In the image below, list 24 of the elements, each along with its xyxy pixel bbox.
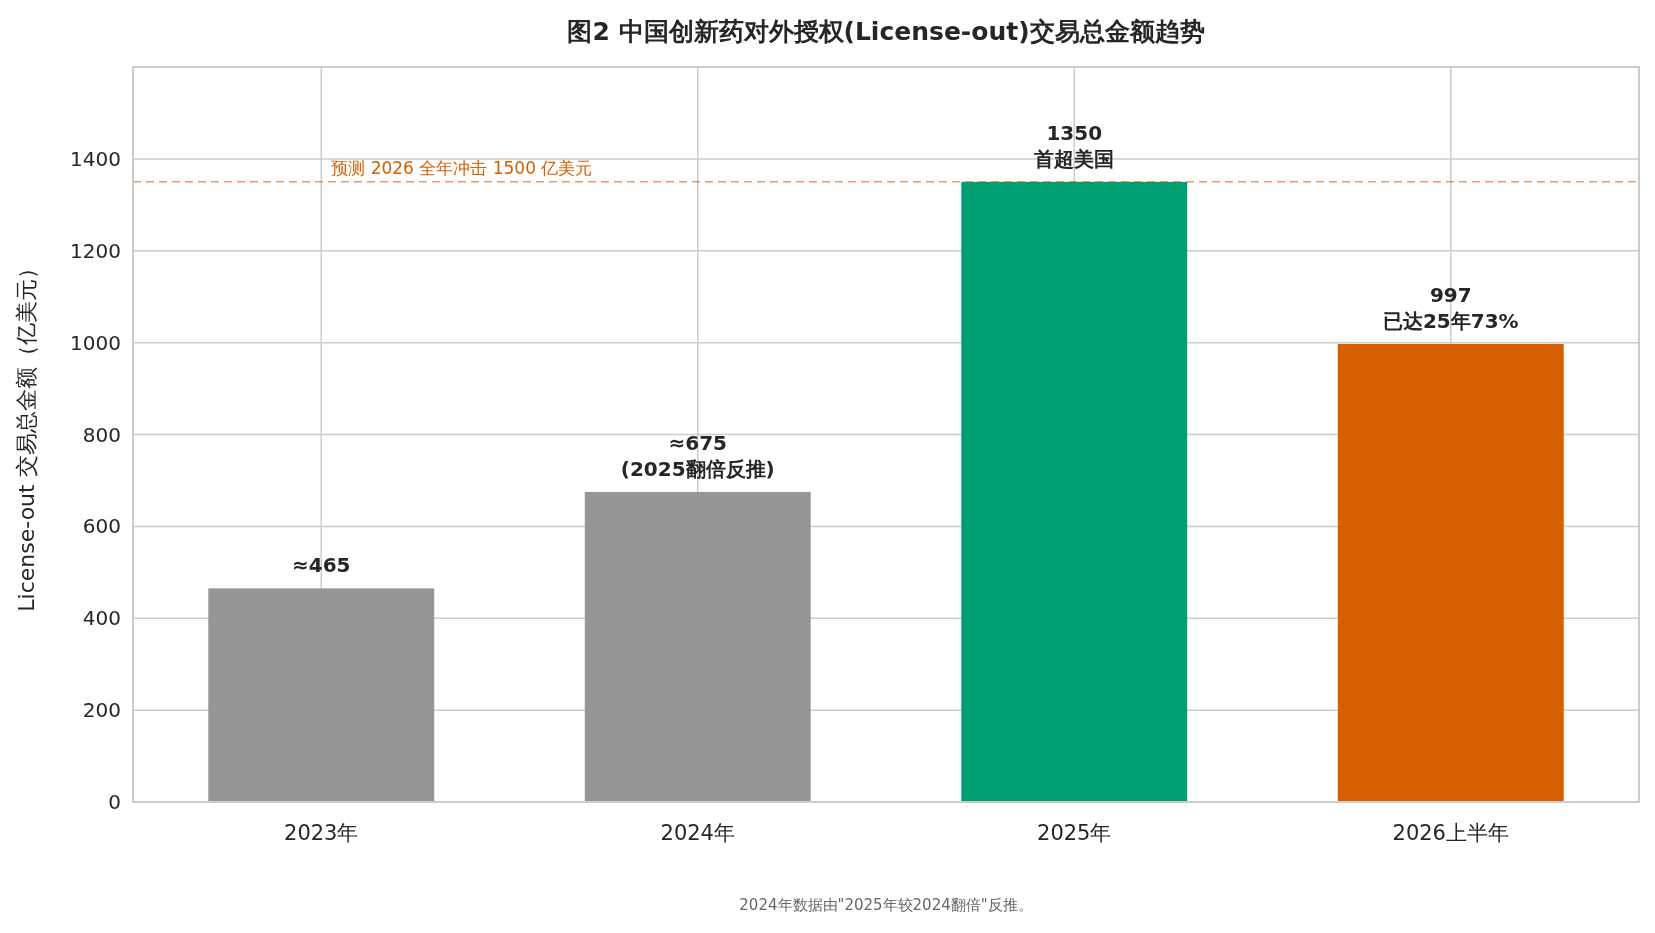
y-tick-label: 1200	[70, 238, 121, 263]
data-label: 997 已达25年73%	[1382, 283, 1519, 333]
x-tick-label: 2025年	[1037, 821, 1112, 845]
x-tick-label: 2026上半年	[1392, 821, 1509, 845]
data-label: ≈675 (2025翻倍反推)	[620, 430, 775, 481]
y-tick-label: 400	[82, 606, 121, 631]
text: 2024年数据由"2025年较2024翻倍"反推。	[739, 896, 1033, 914]
x-tick-label: 2024年	[660, 821, 735, 845]
y-tick-label: 800	[82, 422, 121, 447]
y-tick-label: 200	[82, 698, 121, 723]
y-tick-label: 1000	[70, 330, 121, 355]
bar	[1337, 344, 1564, 802]
x-tick-label: 2023年	[284, 821, 359, 845]
data-label: ≈465	[291, 553, 351, 578]
ref-line-label: 预测 2026 全年冲击 1500 亿美元	[331, 157, 593, 178]
y-tick-label: 600	[82, 514, 121, 539]
bar	[584, 491, 811, 802]
data-label: 1350 首超美国	[1033, 120, 1115, 171]
bar	[208, 588, 435, 802]
chart-title: 图2 中国创新药对外授权(License-out)交易总金额趋势	[567, 17, 1205, 46]
y-tick-label: 0	[108, 790, 121, 814]
y-tick-label: 1400	[70, 146, 121, 171]
bar	[961, 181, 1188, 802]
y-axis-title: License-out 交易总金额（亿美元）	[14, 257, 39, 612]
